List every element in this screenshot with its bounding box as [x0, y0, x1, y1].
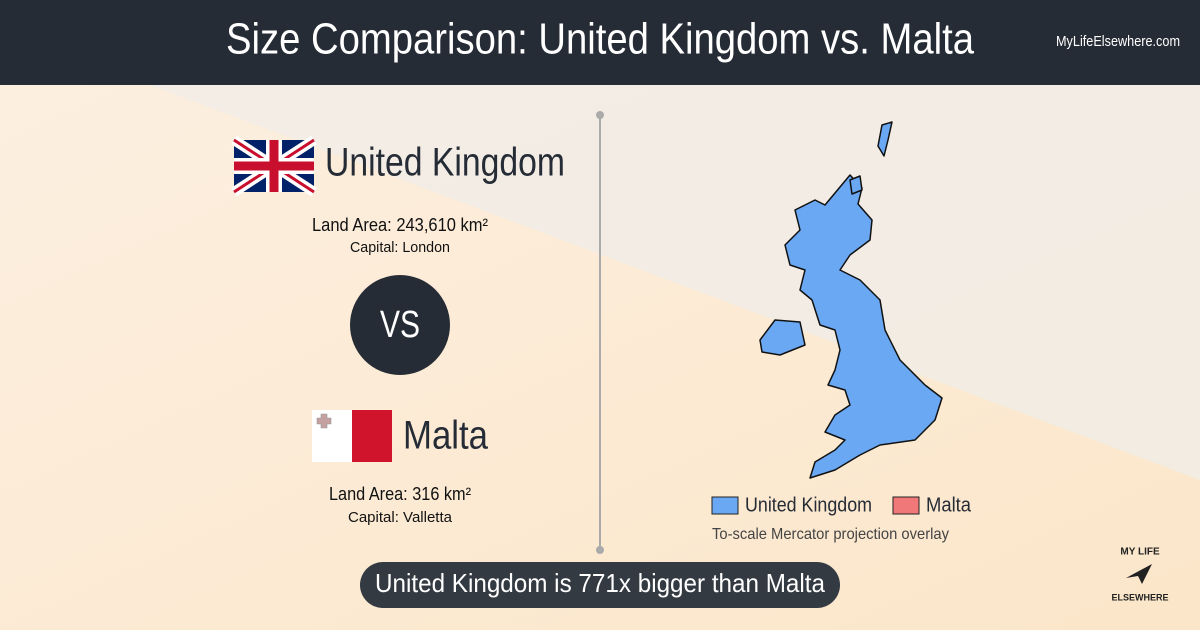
divider-dot	[596, 111, 604, 119]
orkney	[849, 175, 863, 195]
land-area: Land Area: 316 km²	[329, 484, 471, 504]
map-overlay	[759, 121, 943, 479]
title: Size Comparison: United Kingdom vs. Malt…	[226, 15, 974, 64]
logo-text: MY LIFE	[1120, 547, 1160, 558]
legend-swatch	[892, 496, 920, 515]
country-name: United Kingdom	[325, 141, 565, 185]
logo-plane	[1126, 564, 1152, 584]
map-note: To-scale Mercator projection overlay	[712, 526, 949, 543]
great-britain	[784, 174, 943, 479]
country-name: Malta	[403, 414, 489, 458]
malta-flag	[312, 410, 392, 462]
capital: Capital: Valletta	[348, 509, 453, 526]
divider-dot	[596, 546, 604, 554]
vs-text: VS	[380, 304, 420, 346]
legend-label: United Kingdom	[745, 494, 872, 516]
summary: United Kingdom is 771x bigger than Malta	[375, 568, 825, 598]
legend-swatch	[711, 496, 739, 515]
capital: Capital: London	[350, 239, 450, 256]
vs-badge	[350, 275, 450, 375]
shetland	[877, 121, 893, 157]
header-bar	[0, 0, 1200, 85]
northern-ireland	[759, 319, 806, 356]
legend-label: Malta	[926, 494, 972, 516]
background-band	[150, 85, 1200, 480]
logo-text: ELSEWHERE	[1111, 592, 1168, 602]
land-area: Land Area: 243,610 km²	[312, 215, 488, 235]
uk-flag	[231, 135, 317, 197]
site-name: MyLifeElsewhere.com	[1056, 33, 1180, 50]
summary-pill	[360, 562, 840, 608]
logo: MY LIFE ELSEWHERE	[1111, 547, 1168, 603]
